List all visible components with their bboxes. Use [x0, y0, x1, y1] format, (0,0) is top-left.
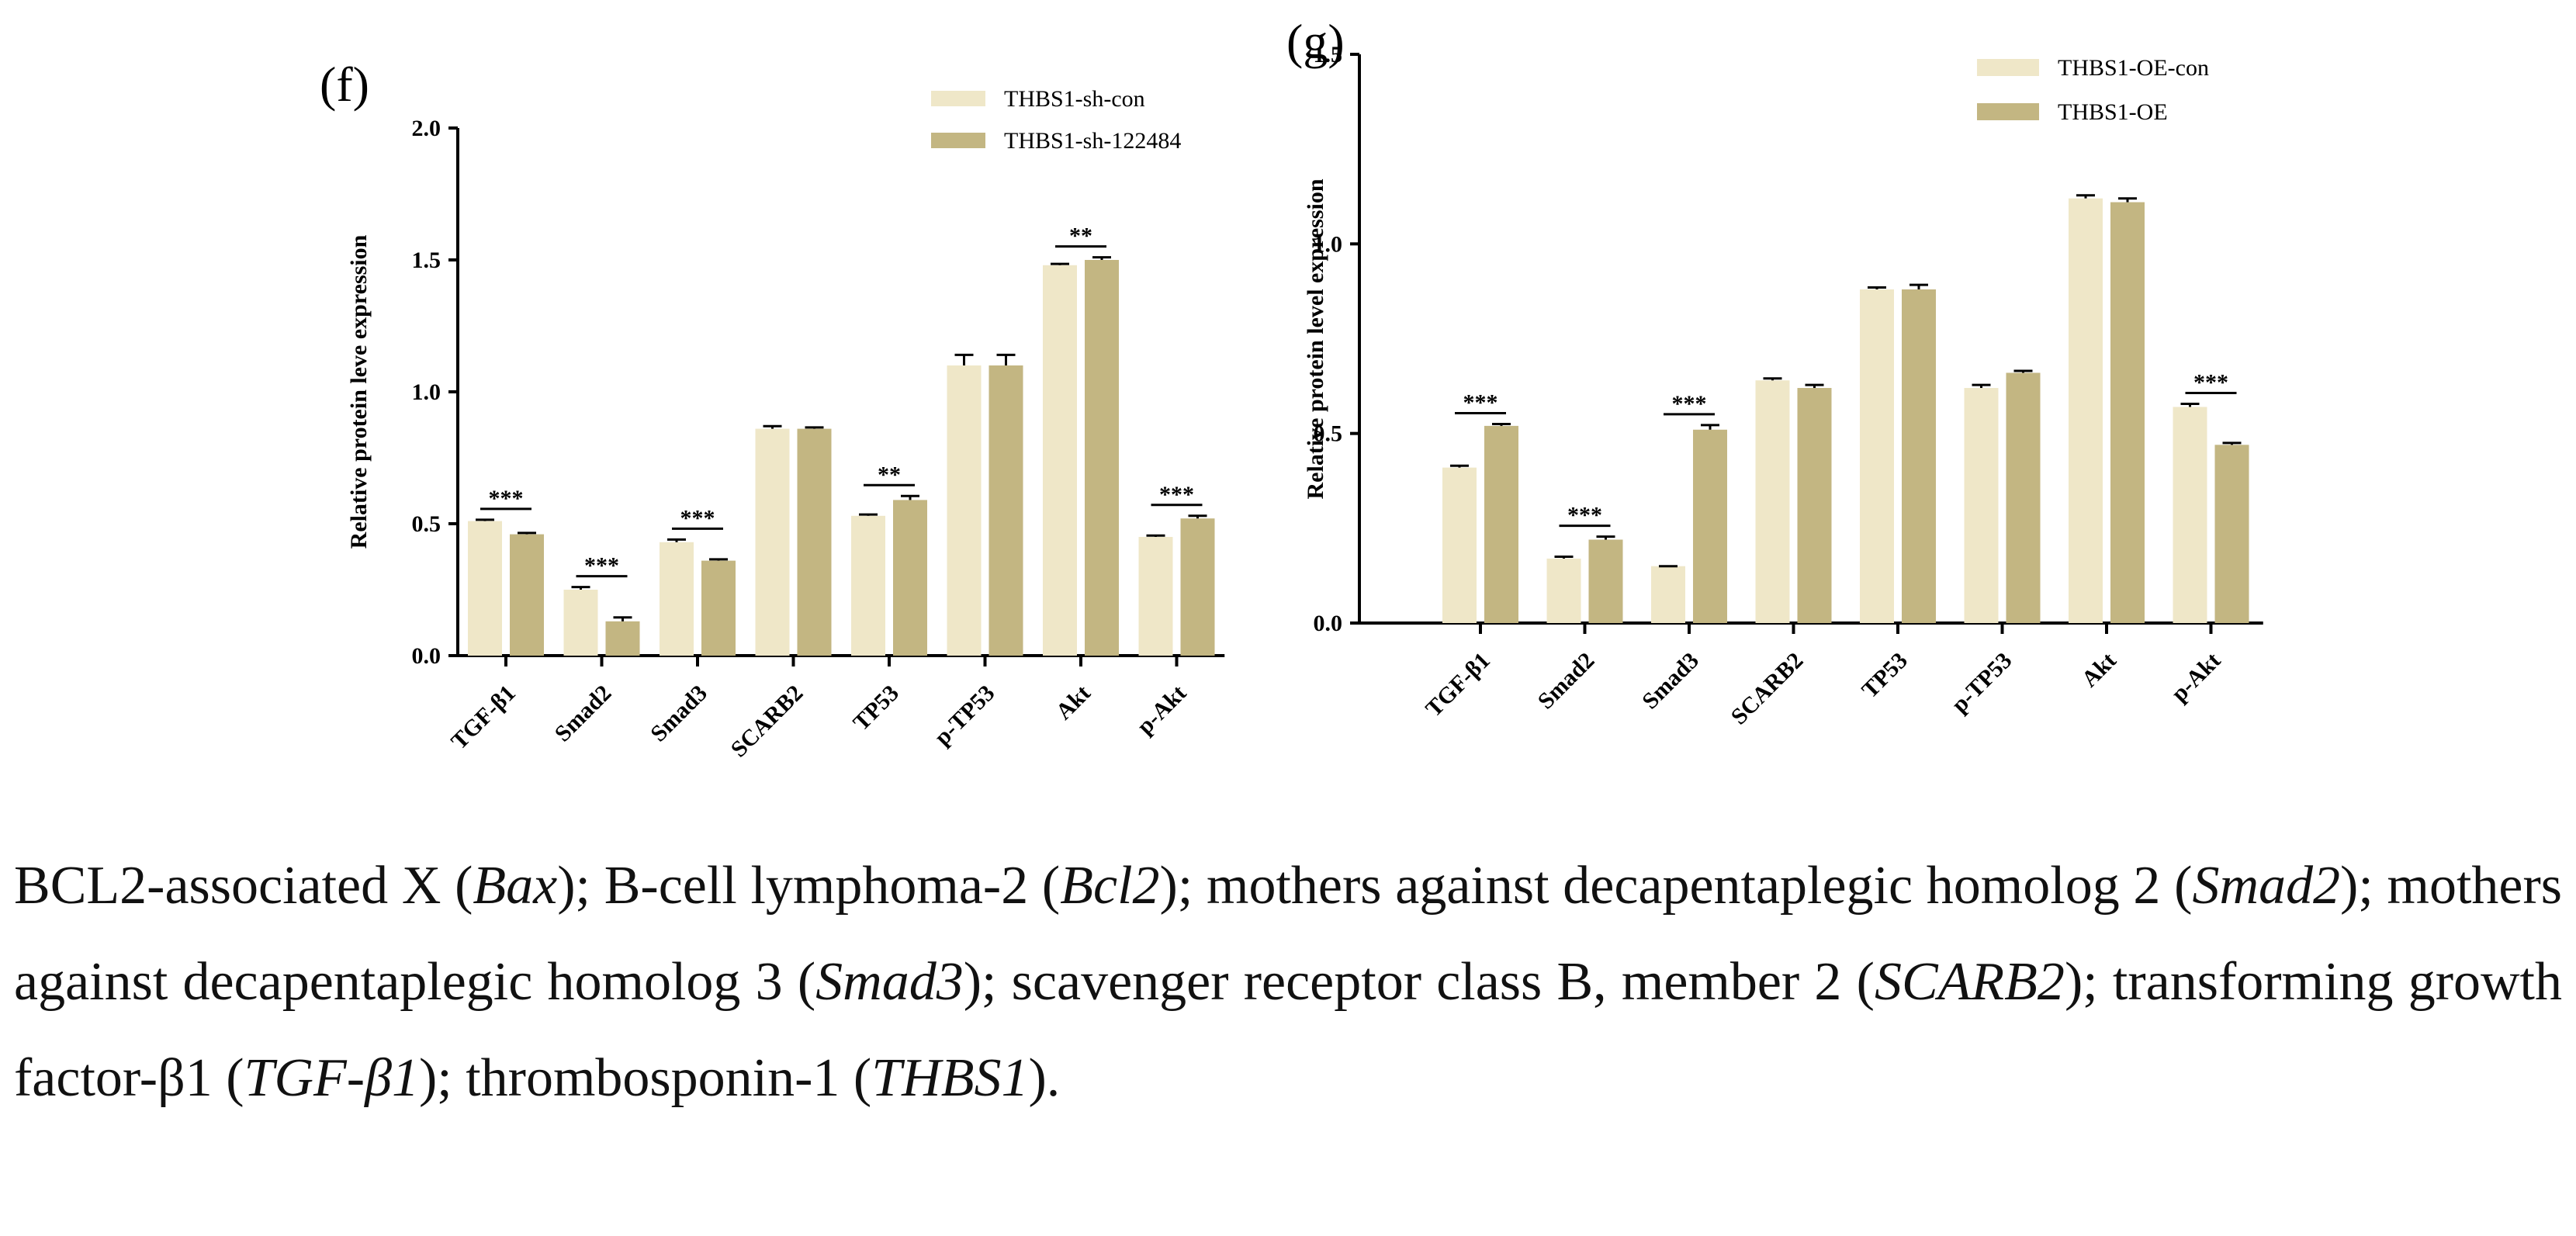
significance-marker: *** — [584, 553, 619, 579]
significance-marker: ** — [1069, 223, 1092, 249]
bar — [605, 621, 640, 656]
figure-caption: BCL2-associated X (Bax); B-cell lymphoma… — [14, 838, 2562, 1127]
y-tick-label: 1.5 — [1314, 42, 1343, 68]
bar — [1138, 537, 1173, 656]
bar — [660, 542, 694, 656]
bar — [851, 515, 885, 656]
legend-label: THBS1-OE — [2058, 99, 2168, 125]
caption-text: ); scavenger receptor class B, member 2 … — [963, 952, 1875, 1012]
y-tick-label: 1.0 — [412, 379, 441, 405]
significance-marker: *** — [2193, 370, 2228, 396]
caption-italic-term: TGF-β1 — [244, 1048, 419, 1108]
x-tick-label: TP53 — [1857, 648, 1913, 704]
caption-italic-term: THBS1 — [871, 1048, 1029, 1108]
caption-text: ); transforming growth factor-β1 ( — [14, 952, 2563, 1108]
x-tick-label: TGF-β1 — [1421, 648, 1495, 722]
caption-italic-term: Smad2 — [2192, 856, 2341, 916]
bar — [1902, 289, 1936, 623]
caption-text: ); thrombosponin-1 ( — [418, 1048, 872, 1108]
y-axis-label: Relative protein leve expression — [346, 234, 372, 549]
bar — [468, 521, 502, 656]
x-tick-label: SCARB2 — [1726, 648, 1809, 730]
x-tick-label: p-TP53 — [1947, 648, 2017, 718]
bar — [1797, 388, 1832, 623]
y-axis-label: Relative protein level expression — [1303, 178, 1328, 499]
bar — [1442, 467, 1477, 623]
bar — [563, 590, 598, 656]
bar — [1085, 260, 1119, 656]
bar — [510, 534, 544, 656]
x-tick-label: Smad3 — [646, 680, 712, 747]
y-tick-label: 0.0 — [412, 643, 441, 669]
significance-marker: *** — [489, 486, 524, 511]
bar — [1546, 558, 1581, 623]
y-tick-label: 0.5 — [412, 511, 441, 537]
bar — [1043, 265, 1077, 656]
caption-text: ); mothers against decapentaplegic homol… — [14, 856, 2563, 1012]
y-tick-label: 1.0 — [1314, 231, 1343, 257]
legend-swatch — [1977, 59, 2039, 76]
bar — [2069, 198, 2103, 623]
legend-swatch — [931, 91, 985, 106]
figure: (f) 0.0 0.5 1.0 1.5 2.0 Relative protein leve … — [320, 14, 2263, 763]
significance-marker: *** — [1567, 503, 1602, 528]
bar — [893, 500, 927, 656]
significance-marker: *** — [680, 505, 715, 531]
bar — [1484, 425, 1518, 623]
caption-text: ). — [1028, 1048, 1061, 1108]
legend-swatch — [1977, 103, 2039, 120]
bar — [1651, 566, 1685, 623]
x-tick-label: Smad3 — [1637, 648, 1704, 715]
bar — [797, 428, 832, 656]
caption-italic-term: Smad3 — [815, 952, 964, 1012]
x-tick-label: p-Akt — [2166, 648, 2225, 707]
significance-marker: *** — [1159, 482, 1194, 507]
legend-label: THBS1-OE-con — [2058, 55, 2209, 81]
x-tick-label: Smad2 — [1533, 648, 1600, 715]
legend-label: THBS1-sh-122484 — [1004, 128, 1181, 154]
caption-italic-term: Bcl2 — [1060, 856, 1160, 916]
y-tick-label: 0.5 — [1314, 421, 1343, 447]
x-tick-label: Akt — [2076, 648, 2121, 693]
panel-label: (g) — [1286, 14, 1345, 69]
y-tick-label: 0.0 — [1314, 611, 1343, 636]
caption-text: BCL2-associated X ( — [14, 856, 473, 916]
significance-marker: *** — [1672, 391, 1707, 417]
bar — [1180, 518, 1215, 656]
bar — [1964, 388, 1999, 623]
bar — [1860, 289, 1894, 623]
bar — [755, 428, 790, 656]
x-tick-label: Akt — [1051, 680, 1096, 725]
bar — [1755, 380, 1790, 623]
significance-marker: ** — [878, 462, 901, 487]
bar — [2214, 445, 2249, 623]
bar — [2110, 202, 2145, 624]
legend-label: THBS1-sh-con — [1004, 86, 1145, 112]
bar — [2173, 407, 2207, 623]
x-tick-label: SCARB2 — [726, 680, 808, 763]
bar — [2006, 372, 2041, 623]
x-tick-label: TGF-β1 — [446, 680, 521, 755]
bar — [989, 365, 1023, 656]
panel-label: (f) — [320, 57, 369, 112]
bar — [1588, 539, 1623, 623]
x-tick-label: TP53 — [848, 680, 904, 736]
bar — [701, 560, 736, 656]
caption-italic-term: SCARB2 — [1874, 952, 2065, 1012]
bar — [947, 365, 982, 656]
y-tick-label: 2.0 — [412, 116, 441, 141]
x-tick-label: p-TP53 — [930, 680, 1000, 751]
significance-marker: *** — [1463, 389, 1498, 415]
caption-text: ); mothers against decapentaplegic homol… — [1159, 856, 2193, 916]
caption-italic-term: Bax — [473, 856, 558, 916]
y-tick-label: 1.5 — [412, 248, 441, 273]
x-tick-label: Smad2 — [550, 680, 617, 747]
bar — [1693, 429, 1727, 623]
legend-swatch — [931, 133, 985, 148]
x-tick-label: p-Akt — [1132, 680, 1191, 739]
caption-text: ); B-cell lymphoma-2 ( — [557, 856, 1061, 916]
